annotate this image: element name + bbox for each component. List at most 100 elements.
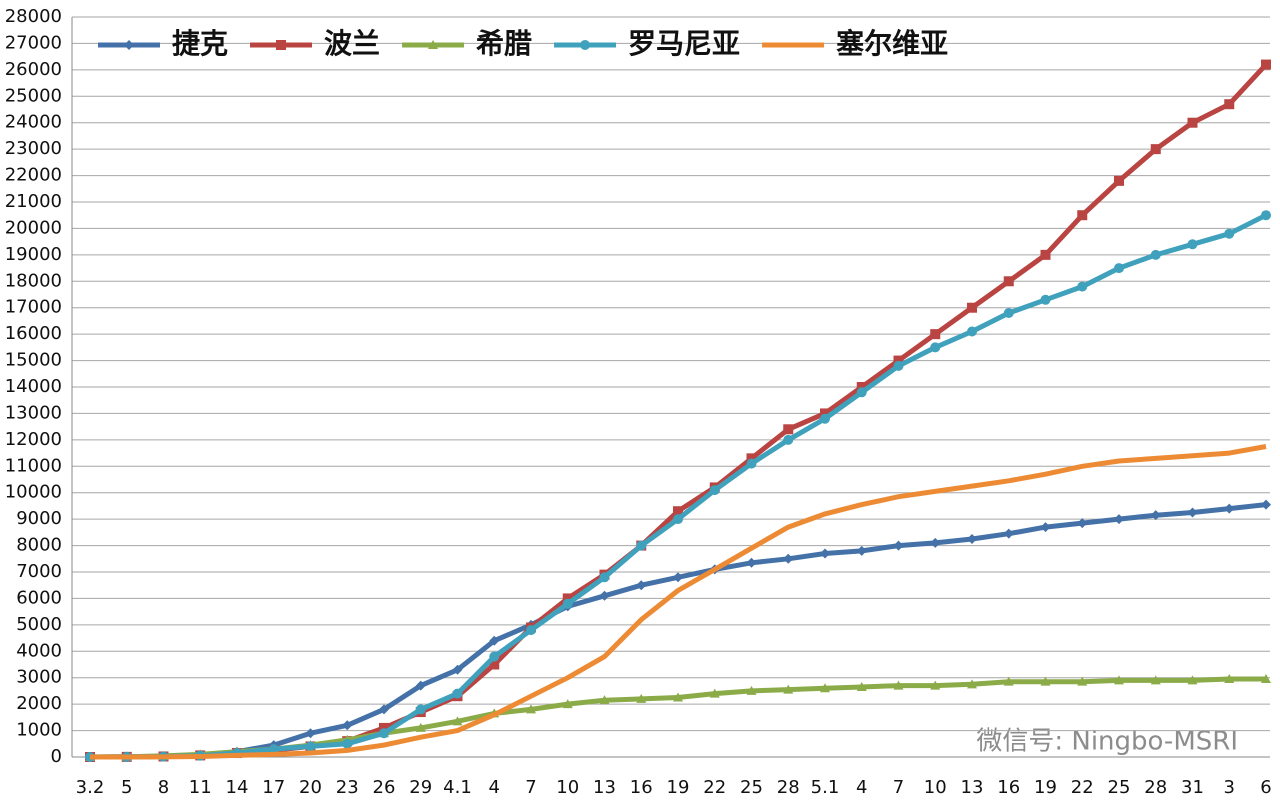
x-tick-label: 7 [525, 777, 536, 798]
x-tick-label: 10 [924, 777, 947, 798]
y-tick-label: 8000 [16, 535, 62, 556]
marker [1003, 308, 1014, 318]
marker [746, 557, 757, 568]
x-tick-label: 13 [961, 777, 984, 798]
marker [820, 548, 830, 559]
marker [1077, 676, 1088, 686]
marker [1003, 528, 1014, 539]
marker [967, 679, 977, 689]
x-tick-label: 31 [1181, 777, 1204, 798]
marker [673, 692, 683, 702]
marker [452, 716, 463, 726]
marker [599, 590, 610, 601]
y-tick-label: 22000 [5, 165, 62, 186]
marker [1150, 249, 1161, 260]
marker [930, 680, 941, 690]
marker [1187, 117, 1198, 128]
marker [1150, 144, 1161, 155]
legend-item: 塞尔维亚 [762, 27, 948, 60]
y-tick-label: 13000 [5, 402, 62, 423]
y-tick-label: 25000 [5, 85, 62, 106]
x-tick-label: 23 [336, 777, 359, 798]
y-tick-label: 4000 [16, 640, 62, 661]
x-tick-label: 5 [121, 777, 132, 798]
marker [673, 506, 683, 517]
marker [1077, 518, 1088, 529]
marker [1040, 249, 1051, 260]
marker [673, 572, 683, 583]
legend-label: 波兰 [324, 27, 380, 60]
legend-label: 捷克 [172, 27, 228, 60]
x-tick-label: 28 [777, 777, 800, 798]
y-tick-label: 26000 [5, 59, 62, 80]
x-tick-label: 4.1 [443, 777, 472, 798]
y-tick-label: 16000 [5, 323, 62, 344]
marker [893, 540, 904, 551]
marker [783, 434, 794, 445]
x-tick-label: 7 [893, 777, 904, 798]
x-tick-label: 10 [556, 777, 579, 798]
y-tick-label: 17000 [5, 297, 62, 318]
y-tick-label: 19000 [5, 244, 62, 265]
y-tick-label: 28000 [5, 6, 62, 27]
marker [124, 40, 134, 50]
marker [856, 382, 867, 392]
y-tick-label: 21000 [5, 191, 62, 212]
marker [1040, 294, 1051, 305]
series-line [90, 444, 1267, 760]
marker [893, 355, 904, 366]
marker [1187, 239, 1198, 250]
x-tick-label: 28 [1144, 777, 1167, 798]
x-tick-label: 19 [1034, 777, 1057, 798]
marker [1187, 675, 1198, 685]
marker [428, 40, 439, 49]
x-tick-label: 5.1 [811, 777, 840, 798]
marker [379, 722, 389, 733]
marker [783, 684, 794, 694]
marker [1224, 228, 1235, 239]
y-tick-label: 27000 [5, 32, 62, 53]
y-tick-label: 23000 [5, 138, 62, 159]
marker [967, 326, 977, 337]
marker [1114, 175, 1124, 186]
marker [580, 40, 591, 50]
series-line [89, 62, 1268, 760]
marker [1040, 676, 1051, 686]
x-tick-label: 19 [667, 777, 690, 798]
series-line [89, 212, 1268, 760]
marker [415, 704, 426, 715]
marker [1114, 514, 1124, 525]
marker [489, 659, 500, 670]
y-tick-label: 2000 [16, 693, 62, 714]
series [90, 444, 1267, 760]
y-tick-label: 20000 [5, 217, 62, 238]
marker [452, 688, 463, 699]
marker [1224, 503, 1235, 514]
marker [856, 387, 867, 398]
marker [783, 424, 794, 435]
x-tick-label: 16 [997, 777, 1020, 798]
marker [562, 598, 573, 609]
marker [268, 744, 279, 755]
marker [673, 514, 683, 525]
x-tick-label: 3 [1224, 777, 1235, 798]
marker [562, 699, 573, 709]
y-tick-label: 9000 [16, 508, 62, 529]
y-tick-label: 14000 [5, 376, 62, 397]
marker [930, 342, 941, 353]
x-tick-label: 22 [1071, 777, 1094, 798]
marker [1150, 510, 1161, 521]
marker [1040, 522, 1051, 533]
marker [526, 704, 536, 714]
marker [783, 553, 794, 564]
marker [893, 360, 904, 371]
y-tick-label: 10000 [5, 482, 62, 503]
legend-item: 捷克 [98, 27, 228, 60]
marker [1077, 281, 1088, 292]
marker [930, 537, 941, 548]
legend-label: 塞尔维亚 [836, 27, 948, 60]
x-tick-label: 16 [630, 777, 653, 798]
marker [709, 688, 720, 698]
